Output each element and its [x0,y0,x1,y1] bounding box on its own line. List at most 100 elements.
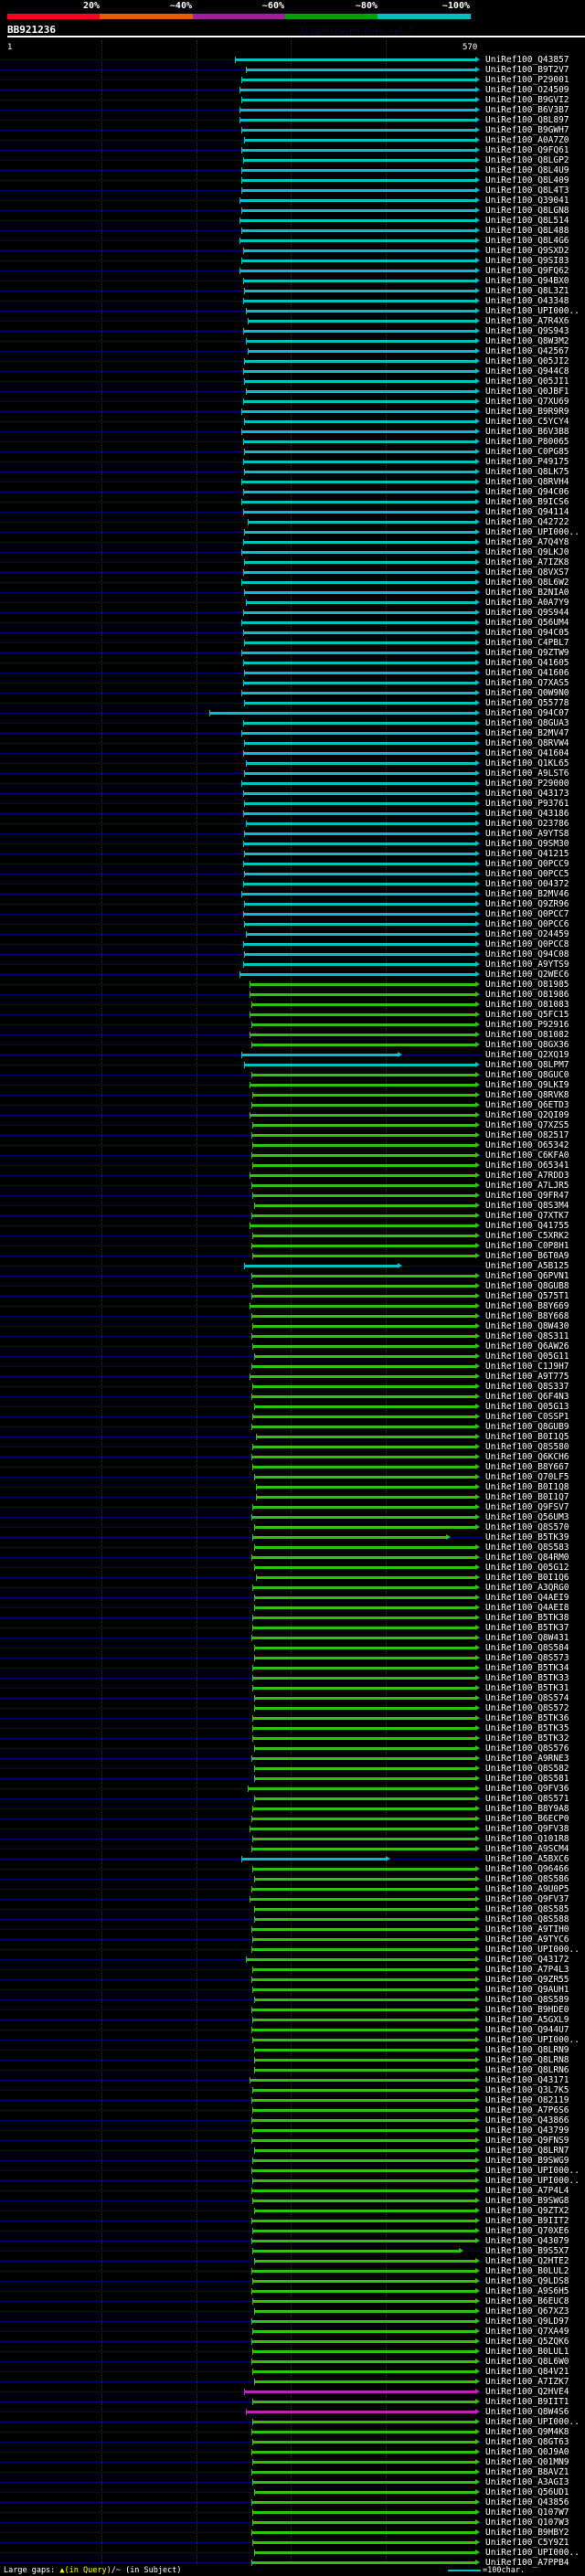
hit-row[interactable]: UniRef100_Q6F4N3 [0,1392,585,1402]
hit-row[interactable]: UniRef100_Q7XAS5 [0,678,585,688]
hit-label-link[interactable]: UniRef100_O65342 [485,1140,569,1150]
hit-row[interactable]: UniRef100_UPI000.. [0,2417,585,2427]
hit-label-link[interactable]: UniRef100_Q8VXS7 [485,567,569,578]
hit-row[interactable]: UniRef100_A7Q4Y8 [0,537,585,547]
hit-label-link[interactable]: UniRef100_Q67XZ3 [485,2306,569,2316]
hit-row[interactable]: UniRef100_Q42722 [0,517,585,527]
hit-label-link[interactable]: UniRef100_Q0PCC7 [485,909,569,919]
hit-row[interactable]: UniRef100_A7P4L4 [0,2186,585,2196]
hit-row[interactable]: UniRef100_Q8LGP2 [0,155,585,165]
hit-bar[interactable] [242,812,476,815]
hit-label-link[interactable]: UniRef100_O65341 [485,1161,569,1171]
hit-bar[interactable] [252,1667,476,1670]
hit-label-link[interactable]: UniRef100_Q3L7K5 [485,2085,569,2095]
hit-row[interactable]: UniRef100_C5YCY4 [0,417,585,427]
hit-label-link[interactable]: UniRef100_B5TK36 [485,1713,569,1723]
hit-row[interactable]: UniRef100_Q9ZR55 [0,1975,585,1985]
hit-bar[interactable] [244,360,476,363]
hit-bar[interactable] [252,1988,476,1991]
hit-row[interactable]: UniRef100_UPI000.. [0,2035,585,2045]
hit-bar[interactable] [254,1908,476,1911]
hit-label-link[interactable]: UniRef100_Q8GUB9 [485,1422,569,1432]
hit-bar[interactable] [250,2451,476,2454]
hit-label-link[interactable]: UniRef100_B9IIT1 [485,2397,569,2407]
hit-label-link[interactable]: UniRef100_A5BXC6 [485,1854,569,1864]
hit-row[interactable]: UniRef100_Q8L3Z1 [0,286,585,296]
hit-bar[interactable] [250,2220,476,2222]
hit-bar[interactable] [244,139,476,142]
hit-row[interactable]: UniRef100_A9LST6 [0,769,585,779]
hit-row[interactable]: UniRef100_Q8GUB8 [0,1281,585,1291]
hit-bar[interactable] [252,1506,476,1509]
hit-bar[interactable] [250,2189,476,2192]
hit-bar[interactable] [252,1938,476,1941]
hit-bar[interactable] [250,2119,476,2122]
hit-row[interactable]: UniRef100_Q3L7K5 [0,2085,585,2095]
hit-bar[interactable] [242,611,476,614]
hit-label-link[interactable]: UniRef100_A7P4L3 [485,1965,569,1975]
hit-bar[interactable] [249,1034,476,1036]
hit-bar[interactable] [240,501,476,504]
hit-label-link[interactable]: UniRef100_P49175 [485,457,569,467]
hit-bar[interactable] [240,581,476,584]
hit-bar[interactable] [250,2029,476,2031]
hit-row[interactable]: UniRef100_Q56UM4 [0,618,585,628]
hit-row[interactable]: UniRef100_A7P6S6 [0,2105,585,2115]
hit-row[interactable]: UniRef100_UPI000.. [0,306,585,316]
hit-label-link[interactable]: UniRef100_Q70XE6 [485,2226,569,2236]
hit-bar[interactable] [244,772,476,775]
hit-label-link[interactable]: UniRef100_A5B125 [485,1261,569,1271]
hit-label-link[interactable]: UniRef100_Q8LRN7 [485,2146,569,2156]
hit-label-link[interactable]: UniRef100_A7Q4Y8 [485,537,569,547]
hit-label-link[interactable]: UniRef100_B0I1Q5 [485,1432,569,1442]
hit-label-link[interactable]: UniRef100_Q41605 [485,658,569,668]
hit-bar[interactable] [250,1154,476,1157]
hit-row[interactable]: UniRef100_Q2XQ19 [0,1050,585,1060]
hit-label-link[interactable]: UniRef100_UPI000.. [485,2548,580,2558]
hit-row[interactable]: UniRef100_B0I1Q7 [0,1492,585,1502]
hit-label-link[interactable]: UniRef100_Q4AEI9 [485,1593,569,1603]
hit-label-link[interactable]: UniRef100_UPI000.. [485,1945,580,1955]
hit-bar[interactable] [240,260,476,262]
hit-label-link[interactable]: UniRef100_B0LUL1 [485,2347,569,2357]
hit-row[interactable]: UniRef100_A9S6H5 [0,2286,585,2296]
hit-bar[interactable] [239,119,476,122]
hit-label-link[interactable]: UniRef100_Q8S580 [485,1442,569,1452]
hit-row[interactable]: UniRef100_Q6KCH6 [0,1452,585,1462]
hit-bar[interactable] [242,370,476,373]
hit-label-link[interactable]: UniRef100_Q9LDS8 [485,2276,569,2286]
hit-bar[interactable] [242,883,476,885]
hit-label-link[interactable]: UniRef100_UPI000.. [485,306,580,316]
hit-row[interactable]: UniRef100_Q70LF5 [0,1472,585,1482]
hit-bar[interactable] [254,1697,476,1700]
hit-row[interactable]: UniRef100_B6ECP0 [0,1814,585,1824]
hit-label-link[interactable]: UniRef100_A9T775 [485,1372,569,1382]
hit-label-link[interactable]: UniRef100_O81082 [485,1030,569,1040]
hit-bar[interactable] [240,782,476,785]
hit-label-link[interactable]: UniRef100_Q9FV36 [485,1784,569,1794]
hit-label-link[interactable]: UniRef100_Q9FQ62 [485,266,569,276]
hit-bar[interactable] [244,953,476,956]
hit-row[interactable]: UniRef100_B9R9R9 [0,407,585,417]
hit-label-link[interactable]: UniRef100_Q43079 [485,2236,569,2246]
hit-label-link[interactable]: UniRef100_C5YCY4 [485,417,569,427]
hit-bar[interactable] [242,300,476,302]
hit-row[interactable]: UniRef100_Q8LRN7 [0,2146,585,2156]
hit-bar[interactable] [244,380,476,383]
hit-row[interactable]: UniRef100_Q101R8 [0,1834,585,1844]
hit-label-link[interactable]: UniRef100_O82517 [485,1130,569,1140]
hit-row[interactable]: UniRef100_Q67XZ3 [0,2306,585,2316]
hit-row[interactable]: UniRef100_Q8LGN8 [0,206,585,216]
hit-bar[interactable] [250,1848,476,1850]
hit-row[interactable]: UniRef100_C5Y9Z1 [0,2538,585,2548]
hit-label-link[interactable]: UniRef100_O04372 [485,879,569,889]
hit-label-link[interactable]: UniRef100_O43348 [485,296,569,306]
hit-label-link[interactable]: UniRef100_Q39041 [485,196,569,206]
hit-row[interactable]: UniRef100_UPI000.. [0,1945,585,1955]
hit-bar[interactable] [254,1355,476,1358]
hit-row[interactable]: UniRef100_Q8LPM7 [0,1060,585,1070]
hit-bar[interactable] [240,410,476,413]
hit-row[interactable]: UniRef100_B2MV47 [0,728,585,738]
hit-bar[interactable] [252,1968,476,1971]
hit-row[interactable]: UniRef100_Q8L6W2 [0,578,585,588]
